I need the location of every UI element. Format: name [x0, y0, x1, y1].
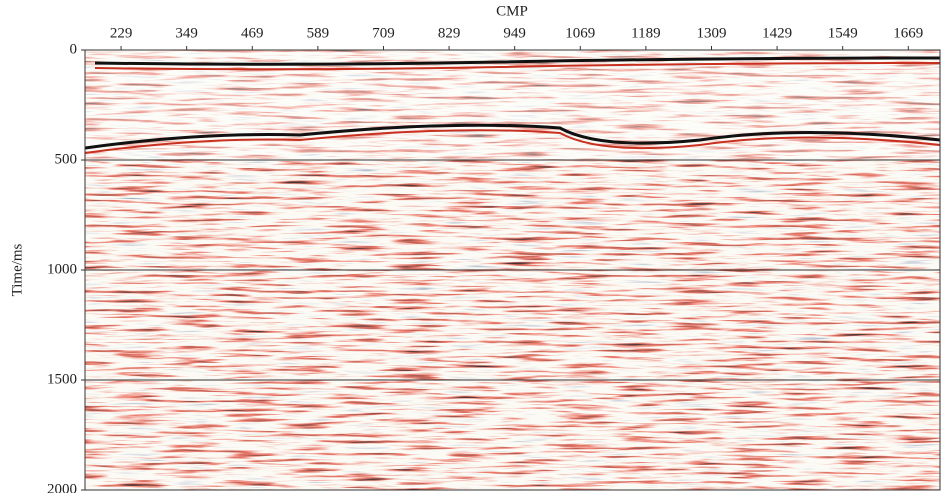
horizon	[94, 56, 940, 66]
y-axis-title: Time/ms	[9, 243, 25, 296]
y-tick-label: 1000	[47, 261, 77, 277]
y-tick-label: 500	[55, 151, 78, 167]
x-tick-label: 709	[372, 25, 395, 41]
y-tick-label: 1500	[47, 371, 77, 387]
x-axis-title: CMP	[496, 3, 528, 19]
x-tick-label: 1429	[762, 25, 792, 41]
x-tick-label: 349	[175, 25, 198, 41]
x-tick-label: 1189	[631, 25, 660, 41]
y-tick-label: 2000	[47, 481, 77, 493]
x-tick-label: 1549	[828, 25, 858, 41]
horizon	[85, 123, 940, 150]
horizon	[85, 129, 940, 154]
x-tick-label: 469	[241, 25, 264, 41]
x-tick-label: 589	[307, 25, 330, 41]
x-tick-label: 229	[110, 25, 133, 41]
x-tick-label: 949	[503, 25, 526, 41]
y-tick-label: 0	[70, 41, 78, 57]
x-tick-label: 1669	[893, 25, 923, 41]
horizon	[94, 62, 940, 71]
x-tick-label: 829	[438, 25, 461, 41]
x-tick-label: 1069	[565, 25, 595, 41]
x-tick-label: 1309	[696, 25, 726, 41]
